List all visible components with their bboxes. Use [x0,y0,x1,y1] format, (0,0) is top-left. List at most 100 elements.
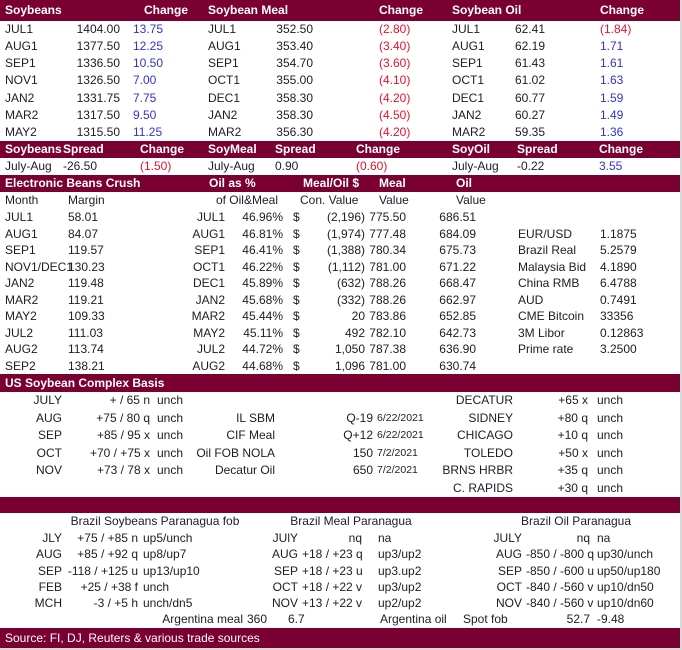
soybeans-pane-title: Soybeans [5,3,62,17]
last-price: 61.02 [514,73,545,88]
brazil-value: -850 / -600 u [526,563,595,578]
contract-month: NOV1 [5,73,38,88]
fx-label: 3M Libor [518,325,565,340]
spread-change: (1.50) [140,159,172,173]
mid-label: IL SBM [236,410,275,425]
crush-margin: 84.07 [68,226,99,241]
spot-fob-value: 52.7 [566,612,590,626]
price-change: 12.25 [133,39,164,54]
crush-table: JUL1 58.01 JUL1 46.96% $ (2,196) 775.50 686.51 A… [0,209,680,374]
location-label: DECATUR [455,393,513,407]
oil-value: 636.90 [439,342,476,356]
oil-share-month: JUL2 [196,342,225,356]
location-value: +35 q [557,463,588,477]
price-change: 1.63 [600,73,624,88]
price-change: 11.25 [133,124,163,139]
price-change: (4.10) [379,73,411,88]
oil-share-month: JUL1 [196,210,225,224]
brazil-month: NOV [271,596,298,611]
basis-value: + / 65 n [109,393,150,407]
crush-margin: 119.57 [68,243,104,257]
soybeans-change-header: Change [144,3,189,17]
spread-change-header: Change [140,142,185,156]
brazil-value: +85 / +92 q [77,547,138,562]
last-price: 1326.50 [76,73,120,88]
location-change: unch [597,463,624,477]
brazil-meal-title: Brazil Meal Paranagua [290,514,412,528]
argentina-meal-value-2: 6.7 [288,612,305,626]
brazil-change: up3/up2 [378,547,422,562]
location-label: BRNS HRBR [442,463,513,477]
price-change: (3.40) [379,39,411,54]
oil-share-month: MAR2 [191,309,225,323]
mid-value: 150 [352,445,373,460]
margin-subheader: Margin [68,193,105,207]
meal-value: 783.86 [369,309,406,323]
brazil-titles-row: Brazil Soybeans Paranagua fob Brazil Mea… [0,513,680,530]
last-price: 354.70 [276,56,313,71]
basis-table: JULY + / 65 n unch DECATUR +65 x unch AUG +75 /… [0,392,680,497]
spread-label: Spread [517,142,558,156]
crush-margin: 119.21 [68,292,104,307]
dollar-sign: $ [293,342,300,356]
spread-period: July-Aug [5,159,52,173]
basis-row: AUG +75 / 80 q unch IL SBM Q-19 6/22/2021 SIDN… [0,410,680,428]
crush-title: Electronic Beans Crush [5,176,141,190]
oil-share-month: JAN2 [195,292,225,307]
mid-date: 6/22/2021 [377,411,424,424]
brazil-month: AUG [271,547,298,562]
contract-month: JUL1 [5,22,34,36]
brazil-value: +25 / +38 f [80,579,138,594]
brazil-value: nq [348,531,362,545]
brazil-change: up10/dn50 [597,579,654,594]
futures-row: JUL1 1404.00 13.75 JUL1 352.50 (2.80) JUL1 62.4… [0,21,680,38]
price-change: 7.75 [133,90,157,105]
last-price: 352.50 [276,22,313,36]
last-price: 1336.50 [76,56,120,71]
basis-change: unch [157,428,184,442]
location-value: +10 q [557,428,588,442]
location-change: unch [597,445,624,460]
basis-value: +70 / +75 x [89,445,150,460]
crush-row: JUL1 58.01 JUL1 46.96% $ (2,196) 775.50 686.51 [0,209,680,226]
location-value: +30 q [557,480,588,495]
basis-month: AUG [35,410,62,425]
brazil-change: unch [143,579,170,594]
brazil-table: JLY +75 / +85 n up5/unch JUlY nq na JULY nq na AU… [0,530,680,612]
basis-change: unch [157,410,184,425]
basis-row: SEP +85 / 95 x unch CIF Meal Q+12 6/22/2021 CH… [0,427,680,445]
crush-row: SEP1 119.57 SEP1 46.41% $ (1,388) 780.34 675.73… [0,242,680,259]
last-price: 1377.50 [76,39,120,54]
location-label: TOLEDO [463,445,513,460]
basis-month: OCT [36,445,62,460]
oil-header: Oil [456,176,473,190]
futures-row: NOV1 1326.50 7.00 OCT1 355.00 (4.10) OCT1 61.02… [0,72,680,89]
meal-value: 788.26 [369,292,406,307]
last-price: 62.41 [514,22,545,36]
spread-period: July-Aug [208,159,255,173]
basis-month: JULY [33,393,62,407]
last-price: 1331.75 [76,90,120,105]
fx-label: Brazil Real [518,243,577,257]
dollar-sign: $ [293,325,300,340]
oil-share-month: DEC1 [192,276,225,290]
last-price: 59.35 [514,124,545,139]
price-change: (3.60) [379,56,411,71]
soyoil-pane-title: Soybean Oil [452,3,522,17]
brazil-value: +18 / +23 u [302,563,363,578]
meal-value: 782.10 [369,325,406,340]
spread-change: 3.55 [599,159,623,173]
last-price: 60.27 [514,107,545,122]
crush-margin: 130.23 [68,259,105,274]
spread-header-bar: Soybeans Spread Change SoyMeal Spread Ch… [0,141,680,158]
brazil-change: na [378,531,392,545]
spread-change-header: Change [599,142,644,156]
crush-row: MAY2 109.33 MAR2 45.44% $20 783.86 652.85 CME B… [0,308,680,325]
dollar-sign: $ [293,276,300,290]
spread-value: -26.50 [63,159,98,173]
brazil-row: JLY +75 / +85 n up5/unch JUlY nq na JULY nq na [0,530,680,546]
basis-month: SEP [37,428,62,442]
brazil-row: MCH -3 / +5 h unch/dn5 NOV +13 / +22 v up2/up… [0,595,680,611]
brazil-change: up10/dn60 [597,596,654,611]
last-price: 1317.50 [76,107,120,122]
